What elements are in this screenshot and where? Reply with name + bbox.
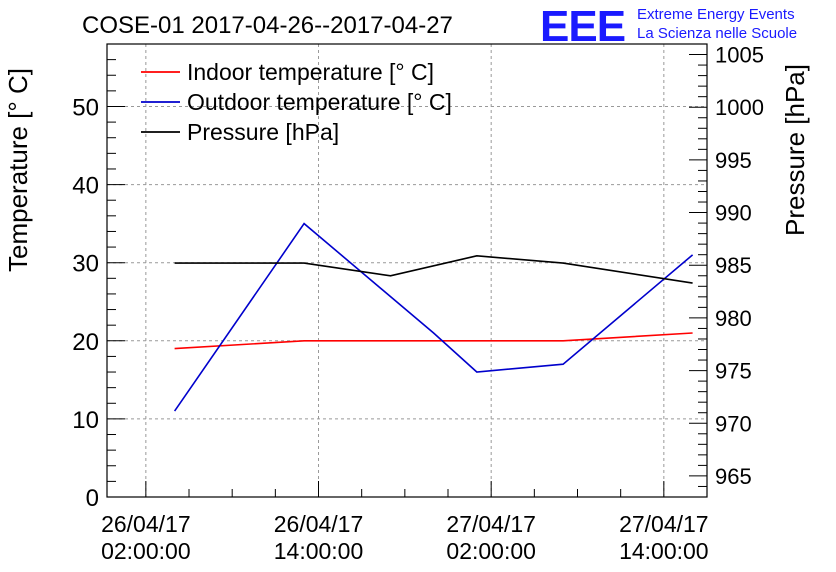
y-tick-label: 50 <box>72 94 99 121</box>
left-axis: 0 10 20 30 40 50 <box>72 43 125 512</box>
x-axis: 26/04/1702:00:0026/04/1714:00:0027/04/17… <box>101 481 709 564</box>
right-axis: 965 970 975 980 985 990 995 1000 1005 <box>689 43 764 489</box>
eee-logo: EEE Extreme Energy Events La Scienza nel… <box>540 2 797 51</box>
y2-tick-label: 980 <box>715 306 752 331</box>
plot-series <box>173 222 694 412</box>
legend-label-2: Outdoor temperature [° C] <box>187 89 452 115</box>
x-tick-label-time: 14:00:00 <box>274 538 364 564</box>
y-tick-label: 10 <box>72 407 99 434</box>
y2-tick-label: 975 <box>715 359 752 384</box>
x-tick-label-date: 26/04/17 <box>101 511 191 537</box>
y2-tick-label: 995 <box>715 148 752 173</box>
y2-tick-label: 985 <box>715 253 752 278</box>
x-tick-label-date: 26/04/17 <box>274 511 364 537</box>
x-tick-label-time: 14:00:00 <box>619 538 709 564</box>
y2-tick-label: 1005 <box>715 43 764 68</box>
x-tick-label-time: 02:00:00 <box>446 538 536 564</box>
y-tick-label: 40 <box>72 173 99 200</box>
plot-frame <box>106 43 708 498</box>
legend-label-3: Pressure [hPa] <box>187 119 339 145</box>
series-line-1 <box>174 332 693 350</box>
y-tick-label: 20 <box>72 329 99 356</box>
y2-tick-label: 970 <box>715 411 752 436</box>
brand-line-2: La Scienza nelle Scuole <box>637 25 797 42</box>
legend-label-1: Indoor temperature [° C] <box>187 59 434 85</box>
x-tick-label-time: 02:00:00 <box>101 538 191 564</box>
y2-tick-label: 965 <box>715 464 752 489</box>
y-tick-label: 30 <box>72 251 99 278</box>
series-line-2 <box>173 222 694 412</box>
y-axis-title: Temperature [° C] <box>3 68 33 272</box>
series-line-3 <box>174 254 693 284</box>
y-tick-label: 0 <box>86 485 99 512</box>
y2-tick-label: 1000 <box>715 95 764 120</box>
legend: Indoor temperature [° C] Outdoor temperat… <box>141 59 452 145</box>
brand-line-1: Extreme Energy Events <box>637 6 795 23</box>
y2-axis-title: Pressure [hPa] <box>780 64 810 236</box>
x-tick-label-date: 27/04/17 <box>446 511 536 537</box>
eee-logo-text: EEE <box>540 2 625 51</box>
chart-title: COSE-01 2017-04-26--2017-04-27 <box>82 12 453 39</box>
x-tick-label-date: 27/04/17 <box>619 511 709 537</box>
y2-tick-label: 990 <box>715 201 752 226</box>
